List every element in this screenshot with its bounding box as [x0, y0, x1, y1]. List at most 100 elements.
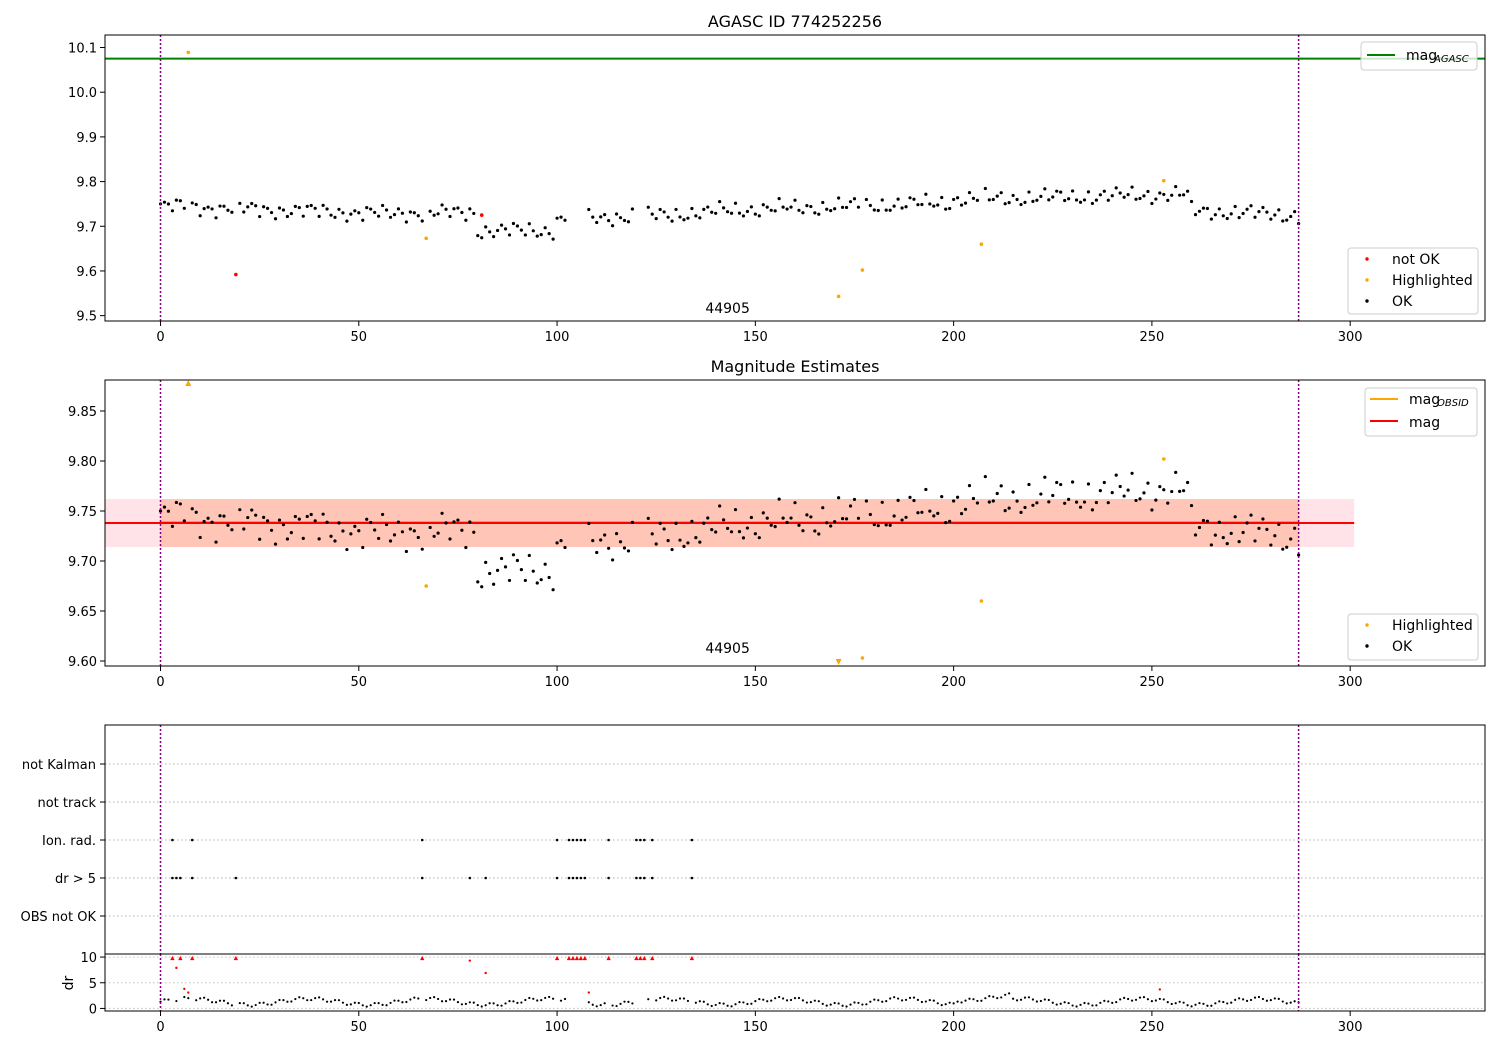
dr-ok-point: [1238, 997, 1241, 1000]
flag-point: [650, 838, 654, 842]
mag-estimates-ok-point: [1265, 527, 1269, 531]
mag-estimates-ok-point: [1086, 482, 1091, 486]
mag-estimates-legend-mag-obsid-sub: OBSID: [1437, 398, 1469, 409]
agasc-ok-point: [1035, 198, 1039, 202]
mag-estimates-ok-point: [944, 521, 948, 525]
mag-estimates-ok-point: [380, 512, 385, 517]
mag-estimates-ok-point: [1082, 500, 1087, 504]
agasc-ok-point: [1070, 189, 1075, 193]
agasc-ok-point: [1106, 198, 1110, 202]
agasc-ok-point: [519, 228, 523, 232]
dr-xtick-label: 250: [1139, 1020, 1164, 1035]
mag-estimates-ok-point: [805, 513, 809, 517]
mag-estimates-ok-point: [527, 553, 531, 558]
agasc-ok-point: [1158, 191, 1162, 195]
agasc-ok-point: [341, 211, 345, 215]
dr-ok-point: [183, 995, 186, 999]
dr-ok-point: [984, 997, 987, 1000]
dr-ok-point: [353, 1001, 356, 1004]
mag-estimates-ok-point: [995, 491, 999, 496]
dr-high-point: [175, 966, 178, 970]
mag-estimates-ok-point: [452, 520, 456, 524]
agasc-ok-point: [975, 198, 980, 202]
agasc-ok-point: [1086, 190, 1091, 194]
agasc-ok-point: [400, 211, 405, 215]
agasc-ok-point: [912, 197, 916, 201]
mag-estimates-ok-point: [178, 502, 182, 506]
dr-ok-point: [686, 999, 690, 1003]
agasc-ok-point: [333, 215, 337, 219]
agasc-ok-point: [313, 206, 317, 210]
mag-estimates-ok-point: [1237, 540, 1241, 544]
mag-estimates-ok-point: [559, 539, 563, 543]
dr-ytick-label: 0: [89, 1002, 97, 1017]
agasc-ok-point: [369, 207, 373, 211]
mag-estimates-ok-point: [285, 537, 290, 541]
agasc-ok-point: [769, 208, 773, 212]
dr-ok-point: [766, 1000, 769, 1003]
dr-ok-point: [595, 1005, 598, 1008]
agasc-ok-point: [329, 213, 333, 217]
mag-estimates-ok-point: [341, 529, 345, 533]
agasc-ok-point: [932, 204, 936, 208]
dr-ok-point: [837, 1002, 840, 1005]
mag-estimates-ok-point: [1110, 491, 1114, 495]
dr-ok-point: [1087, 1002, 1090, 1005]
mag-estimates-ok-point: [813, 529, 817, 533]
agasc-ok-point: [265, 206, 270, 210]
dr-ok-point: [940, 1004, 943, 1007]
dr-xtick-label: 0: [156, 1020, 164, 1035]
dr-clipped-marker: [574, 955, 580, 961]
agasc-ok-point: [1237, 215, 1241, 220]
flag-point: [690, 838, 694, 842]
dr-ok-point: [877, 999, 880, 1002]
mag-estimates-ok-point: [900, 518, 904, 522]
mag-estimates-ok-point: [769, 523, 773, 527]
dr-ok-point: [417, 997, 420, 1000]
dr-ok-point: [226, 1002, 230, 1005]
dr-ok-point: [1019, 998, 1023, 1001]
agasc-ok-point: [1241, 211, 1245, 216]
agasc-ok-point: [420, 219, 424, 223]
agasc-ok-point: [1043, 187, 1047, 191]
mag-estimates-ok-point: [369, 520, 373, 525]
mag-estimates-ok-point: [353, 524, 357, 528]
agasc-ok-point: [793, 198, 797, 202]
agasc-ok-point: [1201, 206, 1206, 210]
dr-ok-point: [1123, 996, 1126, 999]
agasc-ok-point: [1233, 204, 1237, 209]
agasc-xtick-label: 250: [1139, 330, 1164, 345]
flag-point: [579, 876, 583, 880]
dr-ok-point: [785, 999, 789, 1002]
mag-estimates-ok-point: [817, 532, 821, 536]
agasc-ok-point: [484, 225, 488, 229]
mag-estimates-legend-top: mag OBSID mag: [1364, 387, 1478, 437]
agasc-ok-point: [797, 208, 801, 212]
flags-category-label: not Kalman: [22, 758, 96, 773]
mag-estimates-highlighted-point: [424, 584, 429, 588]
dr-clipped-marker: [642, 955, 647, 961]
mag-estimates-ok-point: [396, 520, 401, 524]
dr-ok-point: [536, 999, 539, 1002]
dr-ok-point: [1281, 1000, 1284, 1003]
mag-estimates-ok-point: [1174, 470, 1178, 474]
dr-ok-point: [865, 1003, 868, 1006]
mag-estimates-ok-point: [1197, 525, 1202, 530]
agasc-ok-point: [543, 226, 547, 230]
mag-estimates-ok-point: [674, 521, 678, 525]
dr-ok-point: [897, 997, 900, 1000]
dr-ok-point: [476, 1003, 479, 1007]
dr-ok-point: [559, 999, 563, 1002]
agasc-ok-point: [1293, 210, 1297, 214]
dr-ok-point: [310, 998, 313, 1002]
flag-point: [583, 876, 587, 880]
dr-ok-point: [381, 1003, 384, 1007]
dr-ok-point: [833, 1001, 836, 1005]
agasc-ok-point: [551, 237, 555, 241]
mag-estimates-xtick-label: 250: [1139, 675, 1164, 690]
mag-estimates-ok-point: [242, 527, 246, 531]
mag-estimates-highlighted-point: [860, 656, 865, 660]
dr-ok-point: [1095, 1004, 1098, 1007]
agasc-ok-point: [789, 205, 793, 209]
mag-estimates-ok-point: [174, 500, 178, 505]
